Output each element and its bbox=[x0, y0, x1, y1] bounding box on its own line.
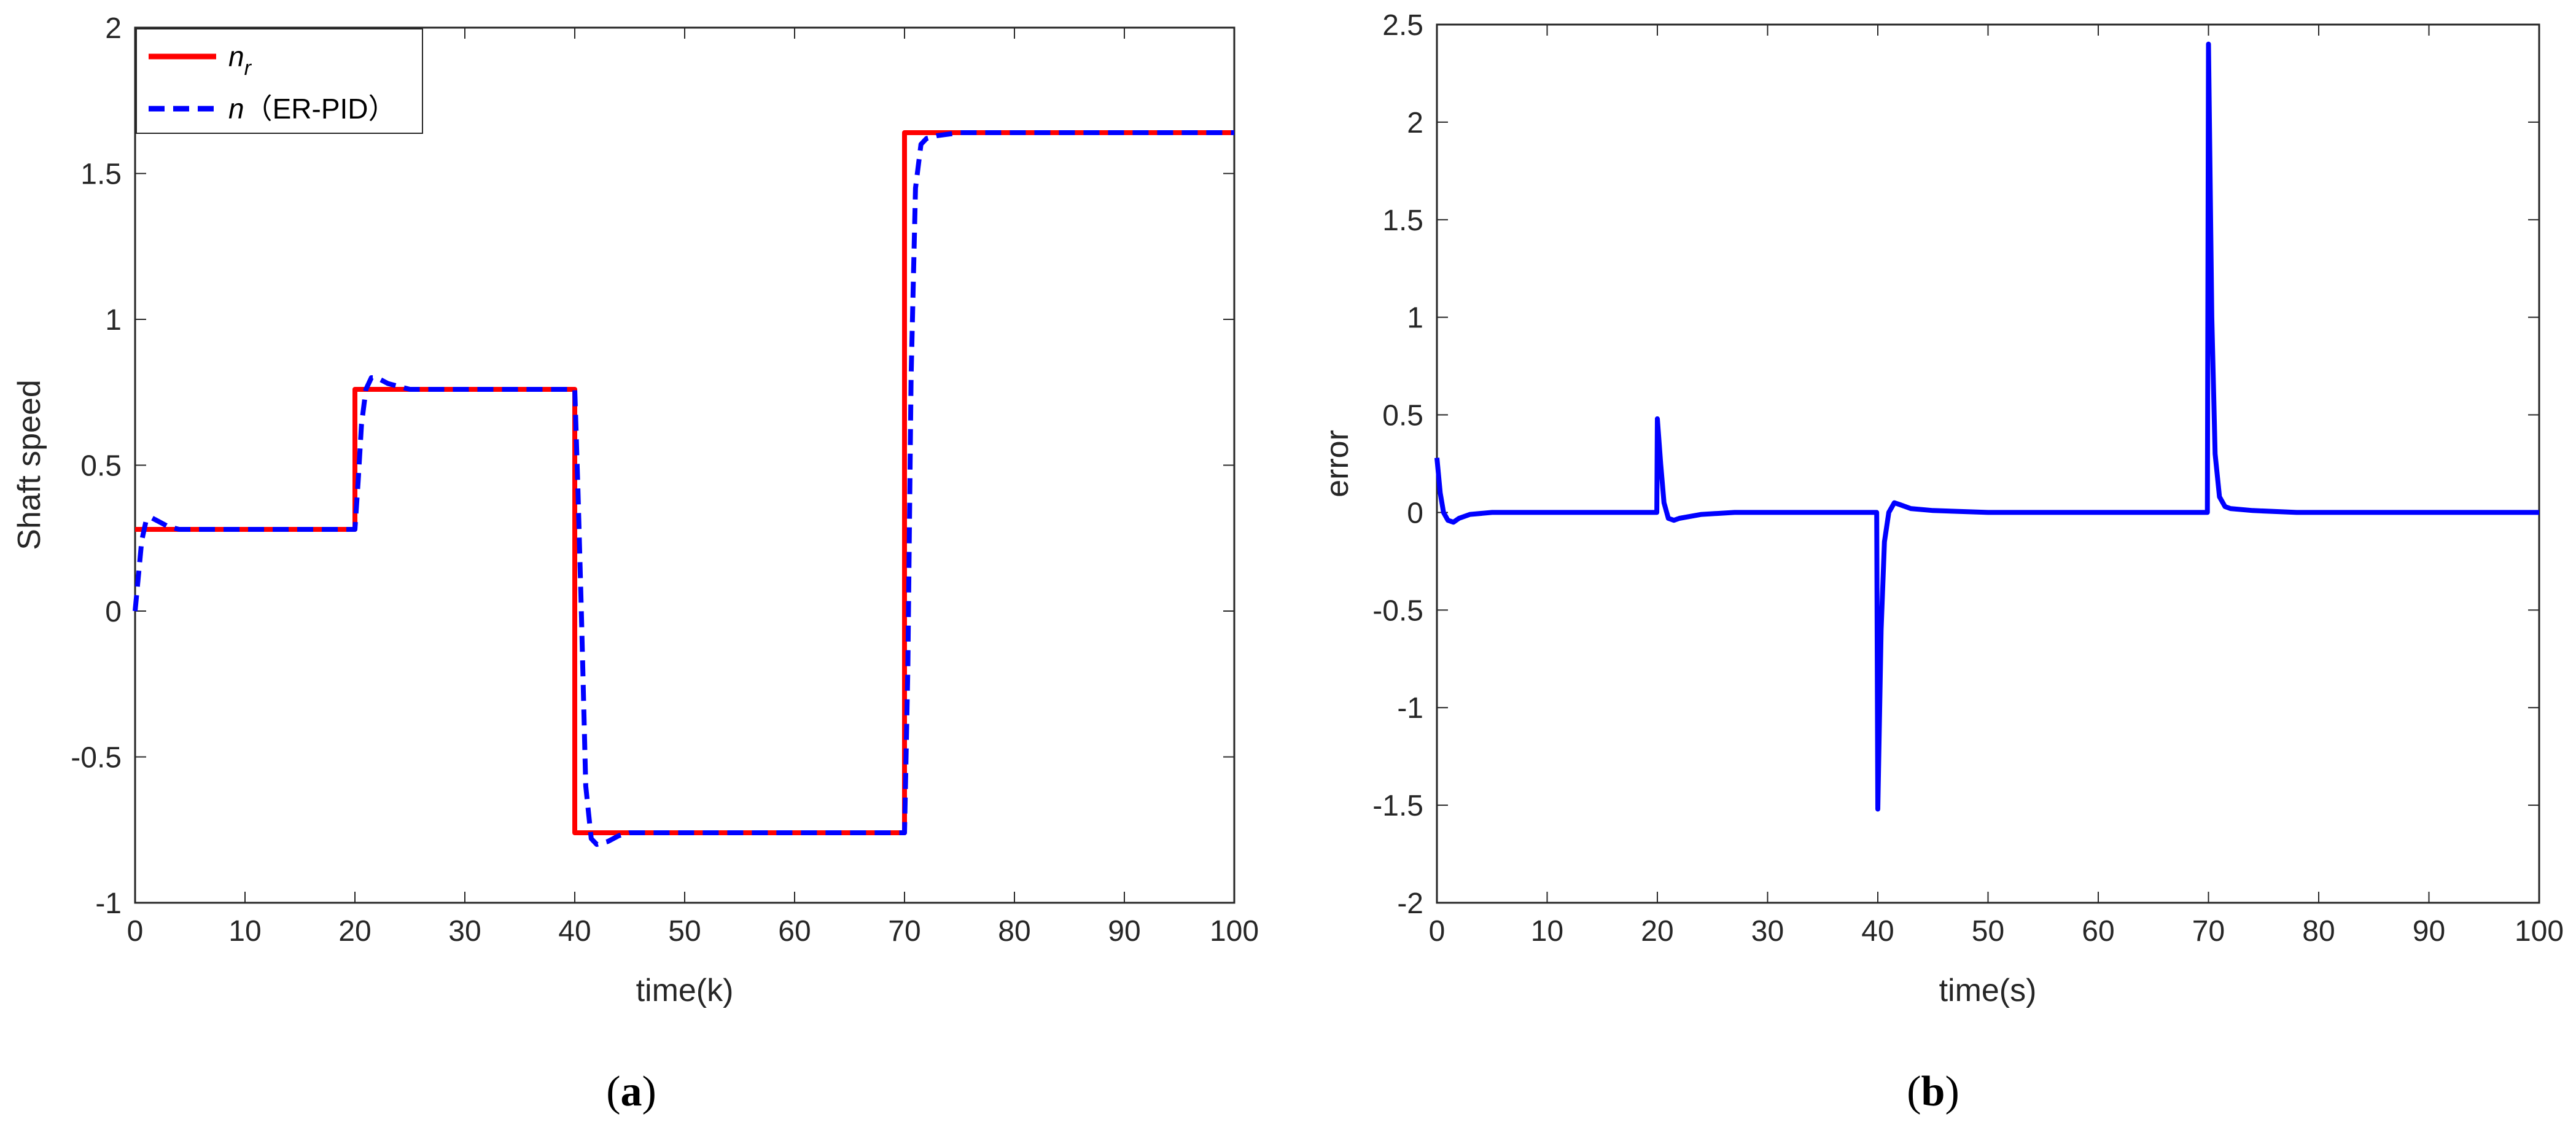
x-tick-label: 50 bbox=[1972, 915, 2004, 948]
chart-a-x-axis-label: time(k) bbox=[636, 973, 734, 1008]
y-tick-label: 1.5 bbox=[1382, 205, 1423, 237]
x-tick-label: 60 bbox=[2082, 915, 2114, 948]
chart-a-lines bbox=[133, 130, 1234, 847]
x-tick-label: 90 bbox=[1108, 915, 1140, 948]
x-tick-label: 70 bbox=[888, 915, 920, 948]
y-tick-label: 0 bbox=[1407, 497, 1423, 529]
chart-a-plot-area bbox=[134, 26, 1235, 904]
x-tick-label: 10 bbox=[1531, 915, 1563, 948]
chart-b-panel-label: (b) bbox=[1907, 1068, 1959, 1115]
x-tick-label: 30 bbox=[448, 915, 481, 948]
x-tick-label: 100 bbox=[1210, 915, 1259, 948]
x-tick-label: 50 bbox=[668, 915, 701, 948]
y-tick-label: 2 bbox=[105, 12, 122, 45]
y-tick-label: 2.5 bbox=[1382, 9, 1423, 42]
x-tick-label: 30 bbox=[1751, 915, 1784, 948]
x-tick-label: 0 bbox=[1429, 915, 1446, 948]
chart-b-y-axis-label: error bbox=[1320, 430, 1355, 497]
x-tick-label: 20 bbox=[338, 915, 371, 948]
y-tick-label: -1.5 bbox=[1372, 790, 1423, 822]
series-line-b-0 bbox=[1434, 41, 2539, 812]
x-tick-label: 100 bbox=[2515, 915, 2564, 948]
chart-b-x-axis-label: time(s) bbox=[1939, 973, 2037, 1008]
chart-a-panel-label: (a) bbox=[606, 1068, 656, 1115]
y-tick-label: -2 bbox=[1397, 887, 1423, 920]
chart-a-y-axis-label: Shaft speed bbox=[12, 380, 47, 550]
x-tick-label: 90 bbox=[2413, 915, 2445, 948]
x-tick-label: 80 bbox=[2302, 915, 2335, 948]
y-tick-label: -0.5 bbox=[71, 742, 122, 774]
y-tick-label: -1 bbox=[1397, 692, 1423, 725]
legend-label-nr: nr bbox=[228, 41, 252, 80]
chart-b-lines bbox=[1434, 41, 2539, 812]
chart-a-y-ticks: -1 -0.5 0 0.5 1 1.5 2 bbox=[71, 12, 1234, 920]
y-tick-label: 1.5 bbox=[80, 158, 122, 191]
y-tick-label: -1 bbox=[95, 887, 122, 920]
chart-b-y-ticks: -2 -1.5 -1 -0.5 0 0.5 1 1.5 2 2.5 bbox=[1372, 9, 2539, 920]
y-tick-label: -0.5 bbox=[1372, 594, 1423, 627]
x-tick-label: 60 bbox=[778, 915, 811, 948]
y-tick-label: 0 bbox=[105, 596, 122, 628]
legend-label-n: n（ER-PID） bbox=[228, 93, 397, 125]
x-tick-label: 0 bbox=[127, 915, 144, 948]
chart-b-x-ticks: 0 10 20 30 40 50 60 70 80 90 100 bbox=[1429, 25, 2564, 948]
y-tick-label: 0.5 bbox=[80, 450, 122, 483]
chart-b: 0 10 20 30 40 50 60 70 80 90 100 -2 -1.5 -1 -0.5 0 0.5 1… bbox=[1320, 9, 2564, 1115]
legend-box bbox=[136, 28, 423, 134]
x-tick-label: 20 bbox=[1641, 915, 1673, 948]
y-tick-label: 0.5 bbox=[1382, 400, 1423, 432]
chart-a: 0 10 20 30 40 50 60 70 80 90 100 -1 -0.5 0 0.5 1 1.5 2 t… bbox=[12, 12, 1259, 1115]
y-tick-label: 1 bbox=[105, 304, 122, 337]
y-tick-label: 1 bbox=[1407, 302, 1423, 335]
chart-a-x-ticks: 0 10 20 30 40 50 60 70 80 90 100 bbox=[127, 28, 1259, 948]
chart-a-legend: nr n（ER-PID） bbox=[136, 28, 423, 134]
series-line-a-1 bbox=[133, 130, 1234, 847]
y-tick-label: 2 bbox=[1407, 107, 1423, 139]
x-tick-label: 10 bbox=[228, 915, 261, 948]
x-tick-label: 40 bbox=[1861, 915, 1894, 948]
x-tick-label: 40 bbox=[558, 915, 591, 948]
chart-b-plot-area bbox=[1436, 23, 2540, 904]
x-tick-label: 70 bbox=[2192, 915, 2225, 948]
x-tick-label: 80 bbox=[998, 915, 1030, 948]
